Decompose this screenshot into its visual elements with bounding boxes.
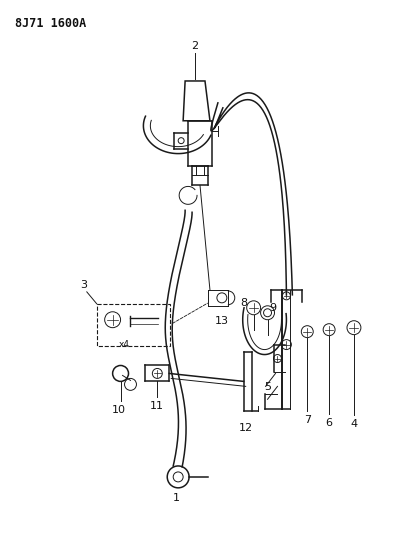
Text: 2: 2 (191, 41, 199, 51)
Text: 8: 8 (240, 298, 248, 308)
Text: 4: 4 (350, 419, 358, 429)
Text: 5: 5 (264, 382, 271, 392)
Text: 10: 10 (112, 405, 126, 415)
Text: 13: 13 (215, 316, 229, 326)
Text: 8J71 1600A: 8J71 1600A (15, 17, 86, 30)
Text: 11: 11 (150, 401, 164, 411)
Text: 7: 7 (304, 415, 311, 425)
Text: 3: 3 (80, 280, 87, 290)
Text: x4: x4 (119, 340, 130, 349)
Text: 1: 1 (173, 493, 180, 503)
Bar (97, 304, 170, 345)
Text: 9: 9 (269, 303, 277, 313)
Text: 6: 6 (326, 418, 332, 428)
Text: 12: 12 (239, 423, 253, 433)
